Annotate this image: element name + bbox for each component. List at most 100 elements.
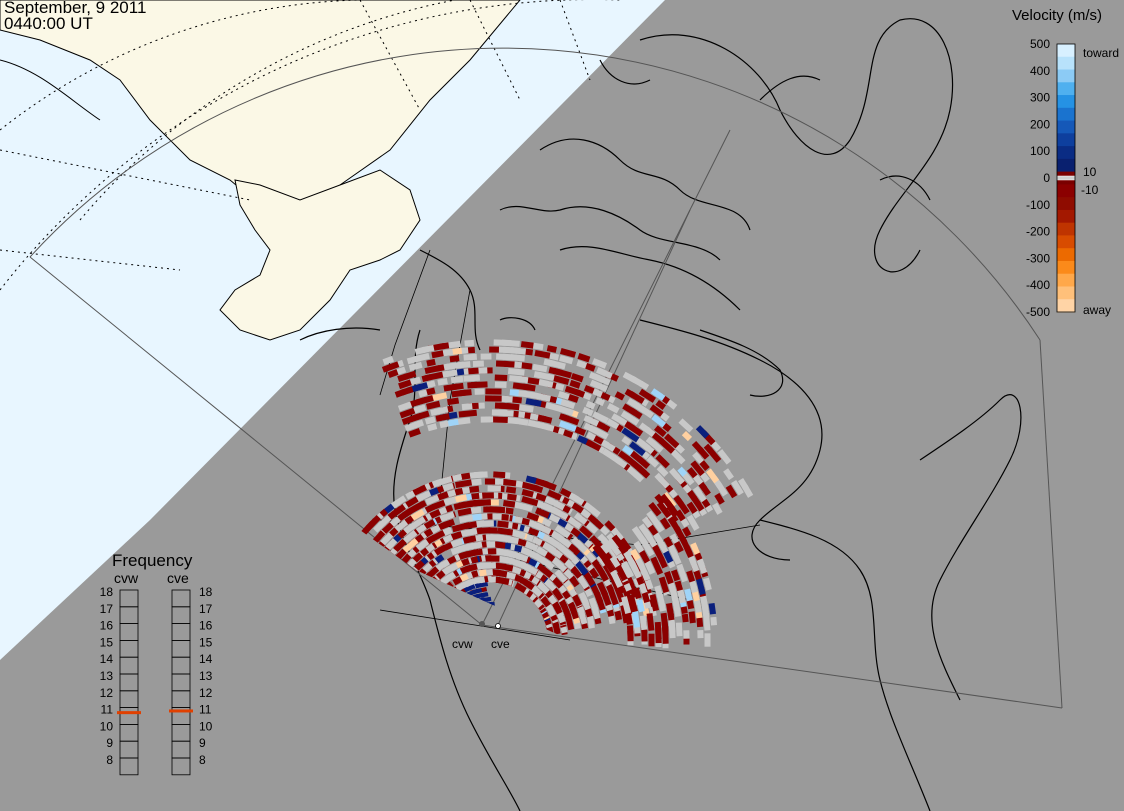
radar-cell: [604, 520, 616, 532]
radar-cell: [627, 594, 638, 613]
radar-cell: [658, 576, 670, 594]
frequency-level-label: 9: [199, 736, 206, 750]
radar-cell: [621, 435, 632, 446]
radar-cell: [493, 339, 512, 347]
frequency-level-label: 11: [101, 703, 114, 717]
coastlines: [299, 18, 1022, 811]
radar-cell: [686, 501, 698, 514]
radar-cell: [617, 450, 630, 462]
velocity-bar-segment: [1057, 260, 1075, 275]
radar-cell: [629, 450, 647, 466]
radar-cell: [682, 526, 692, 538]
radar-cell: [665, 602, 674, 617]
radar-cell: [451, 522, 471, 533]
radar-cell: [676, 563, 688, 583]
frequency-radar-cvw: cvw: [114, 570, 139, 586]
frequency-level-label: 10: [199, 719, 213, 733]
radar-cell: [681, 613, 689, 623]
radar-cell: [554, 569, 568, 583]
radar-cell: [651, 414, 667, 428]
radar-cell: [649, 404, 664, 417]
radar-cell: [399, 407, 416, 419]
radar-cell: [622, 444, 634, 456]
radar-cell: [430, 408, 440, 416]
radar-cell: [684, 588, 693, 602]
radar-cell: [674, 580, 684, 592]
radar-cell: [451, 389, 467, 398]
radar-cell: [492, 513, 502, 520]
radar-cell: [597, 533, 608, 544]
radar-cell: [505, 486, 517, 494]
radar-cell: [485, 395, 502, 402]
radar-cell: [545, 402, 562, 412]
radar-cell: [582, 501, 596, 514]
radar-cell: [493, 471, 506, 479]
radar-cell: [490, 416, 508, 424]
radar-cell: [634, 557, 645, 569]
radar-cell: [556, 542, 574, 559]
radar-cell: [558, 405, 574, 416]
radar-cell: [588, 371, 600, 381]
radar-cell: [559, 355, 574, 365]
cve-site-marker: [495, 623, 501, 629]
frequency-panel: Frequency cvw cve 1817161514131211109818…: [100, 551, 213, 776]
velocity-negative-threshold: -10: [1081, 183, 1099, 197]
velocity-color-bar: [1056, 43, 1076, 313]
radar-cell: [532, 392, 551, 402]
radar-cell: [639, 615, 648, 631]
radar-cell: [547, 489, 562, 501]
radar-cell: [514, 582, 527, 594]
radar-cell: [424, 416, 436, 425]
radar-cell: [592, 411, 609, 424]
radar-cell: [408, 361, 423, 371]
radar-cell: [463, 374, 481, 382]
frequency-level-label: 15: [100, 635, 114, 649]
radar-cell: [673, 495, 685, 507]
velocity-bar-segment: [1057, 44, 1075, 58]
radar-cell: [614, 391, 625, 401]
radar-cell: [459, 528, 478, 538]
radar-cell: [470, 513, 483, 521]
radar-cell: [623, 550, 636, 566]
radar-cell: [564, 385, 581, 397]
velocity-bar-segment: [1057, 158, 1075, 173]
radar-cell: [522, 503, 533, 512]
radar-cell: [509, 389, 519, 397]
frequency-level-label: 12: [199, 686, 213, 700]
radar-cell: [494, 381, 507, 388]
radar-cell: [654, 621, 662, 640]
radar-cell: [653, 425, 667, 438]
radar-cell: [557, 390, 570, 400]
velocity-tick-label: -400: [1026, 278, 1050, 292]
radar-cell: [648, 633, 655, 647]
velocity-bar-segment: [1057, 235, 1075, 249]
velocity-bar-segment: [1057, 197, 1075, 211]
radar-cell: [435, 413, 450, 422]
velocity-tick-label: 500: [1030, 37, 1050, 51]
velocity-bar-frame: [1056, 43, 1076, 313]
radar-cell: [628, 441, 646, 457]
radar-cell: [640, 538, 655, 557]
radar-cell: [609, 555, 621, 568]
radar-cell: [665, 398, 678, 410]
radar-cell: [646, 455, 660, 468]
radar-cell: [401, 414, 418, 426]
radar-cell: [588, 597, 598, 610]
radar-cell: [638, 422, 650, 433]
radar-cell: [712, 502, 723, 515]
radar-cell: [656, 594, 666, 609]
radar-sites: cvw cve: [452, 621, 510, 651]
radar-cell: [536, 563, 554, 579]
radar-cell: [717, 449, 732, 465]
radar-cell: [686, 467, 698, 479]
radar-cell: [439, 511, 455, 522]
radar-cell: [517, 404, 534, 413]
radar-cell: [487, 485, 501, 492]
radar-cell: [606, 402, 620, 414]
radar-cell: [481, 534, 499, 541]
radar-cell: [387, 369, 399, 379]
velocity-tick-label: -300: [1026, 251, 1050, 265]
radar-cell: [405, 490, 416, 500]
velocity-tick-label: 300: [1030, 91, 1050, 105]
